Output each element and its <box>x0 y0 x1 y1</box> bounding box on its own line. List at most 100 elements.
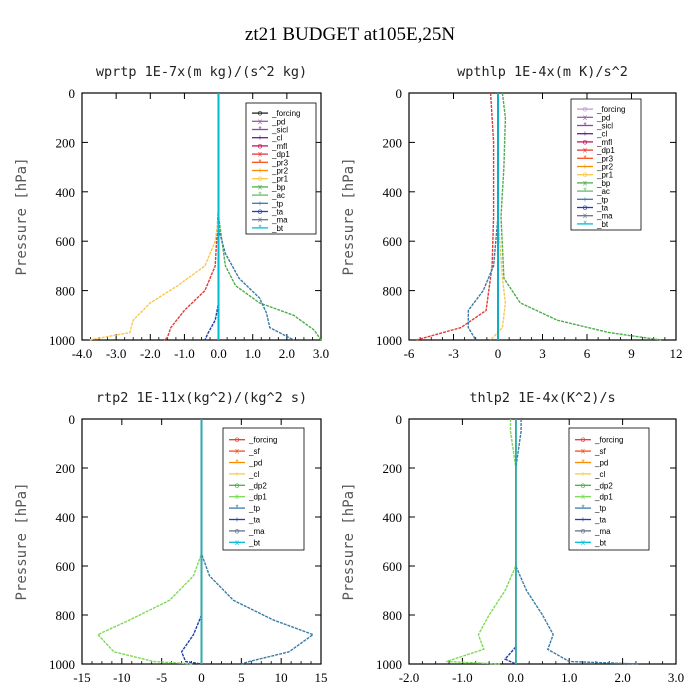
chart-panel-2: wpthlp 1E-4x(m K)/s^2 Pressure [hPa] -6 -3 0… <box>341 64 683 361</box>
legend-marker: x <box>581 447 585 456</box>
legend-marker: + <box>235 469 240 478</box>
x-tick-label: -3.0 <box>106 346 127 361</box>
legend-box <box>245 102 317 235</box>
legend-marker: x <box>583 146 587 155</box>
x-tick-label: 9 <box>628 346 635 361</box>
x-tick-label: 0 <box>495 346 502 361</box>
legend-label: _dp1 <box>596 146 615 155</box>
figure-title: zt21 BUDGET at105E,25N <box>245 24 455 45</box>
y-tick-label: 400 <box>383 185 403 200</box>
y-tick-label: 200 <box>383 461 403 476</box>
x-tick-label: 15 <box>315 670 328 685</box>
x-tick-label: 6 <box>584 346 591 361</box>
legend-marker: * <box>583 219 586 228</box>
legend-label: _forcing <box>271 109 300 118</box>
y-tick-label: 600 <box>383 234 403 249</box>
legend-marker: o <box>235 435 240 444</box>
legend-label: _dp1 <box>248 493 267 502</box>
y-tick-label: 1000 <box>49 333 75 348</box>
x-tick-label: -15 <box>73 670 90 685</box>
legend-marker: x <box>583 178 587 187</box>
x-tick-label: 3 <box>539 346 546 361</box>
y-tick-label: 600 <box>56 559 76 574</box>
x-tick-label: 0.0 <box>210 346 226 361</box>
legend-marker: o <box>258 109 263 118</box>
y-tick-label: 800 <box>56 608 76 623</box>
legend-label: _dp2 <box>594 481 613 490</box>
legend-label: _pr3 <box>271 158 289 167</box>
y-tick-label: 1000 <box>376 657 402 672</box>
legend-label: _sf <box>248 447 260 456</box>
legend-label: _bp <box>271 183 286 192</box>
legend-label: _ta <box>271 208 284 217</box>
y-axis-label: Pressure [hPa] <box>14 157 30 275</box>
y-axis-label: Pressure [hPa] <box>341 482 357 600</box>
legend-marker: * <box>235 504 238 513</box>
legend-marker: * <box>235 458 238 467</box>
legend-label: _forcing <box>594 436 623 445</box>
y-tick-label: 800 <box>383 608 403 623</box>
series-line-tp <box>217 93 295 341</box>
series-line-ta <box>180 419 203 665</box>
panel-title: thlp2 1E-4x(K^2)/s <box>469 390 615 406</box>
legend-marker: + <box>581 515 586 524</box>
legend-label: _sicl <box>596 122 613 131</box>
x-tick-label: 3.0 <box>668 670 684 685</box>
legend-label: _pd <box>596 113 610 122</box>
legend-label: _pd <box>271 117 285 126</box>
legend-marker: + <box>583 129 588 138</box>
legend-marker: o <box>258 207 263 216</box>
y-tick-label: 0 <box>69 86 76 101</box>
x-tick-label: 2.0 <box>279 346 295 361</box>
y-tick-label: 800 <box>383 284 403 299</box>
legend-label: _pd <box>248 459 262 468</box>
series-line-bp <box>500 92 662 341</box>
x-tick-label: 10 <box>275 670 288 685</box>
legend-label: _ma <box>271 216 288 225</box>
legend-label: _pr1 <box>596 171 614 180</box>
legend-marker: o <box>258 141 263 150</box>
legend-label: _cl <box>271 134 282 143</box>
legend-label: _mfl <box>271 142 287 151</box>
x-tick-label: -2.0 <box>399 670 420 685</box>
legend-label: _ac <box>596 187 610 196</box>
x-tick-label: -10 <box>113 670 130 685</box>
series-line-ta <box>204 93 220 341</box>
legend-label: _tp <box>271 199 284 208</box>
legend-label: _bp <box>596 179 611 188</box>
y-tick-label: 0 <box>396 86 403 101</box>
legend-label: _ac <box>271 191 285 200</box>
x-tick-label: 1.0 <box>245 346 261 361</box>
x-tick-label: -1.0 <box>452 670 473 685</box>
legend-marker: + <box>583 162 588 171</box>
legend-marker: * <box>258 125 261 134</box>
legend-marker: o <box>583 203 588 212</box>
legend-label: _ta <box>594 516 607 525</box>
y-tick-label: 400 <box>56 510 76 525</box>
legend-label: _bt <box>271 224 284 233</box>
legend-marker: + <box>258 199 263 208</box>
legend-marker: o <box>583 105 588 114</box>
x-tick-label: -1.0 <box>174 346 195 361</box>
y-tick-label: 0 <box>69 412 76 427</box>
x-tick-label: -2.0 <box>140 346 161 361</box>
legend-marker: + <box>235 515 240 524</box>
x-tick-label: 1.0 <box>561 670 577 685</box>
legend-box <box>570 98 642 231</box>
legend-marker: * <box>258 191 261 200</box>
y-tick-label: 1000 <box>49 657 75 672</box>
y-axis-label: Pressure [hPa] <box>14 482 30 600</box>
legend-marker: x <box>258 117 262 126</box>
legend-marker: * <box>581 458 584 467</box>
panel-title: rtp2 1E-11x(kg^2)/(kg^2 s) <box>96 390 307 406</box>
legend-marker: * <box>258 158 261 167</box>
legend-label: _bt <box>594 538 607 547</box>
y-tick-label: 200 <box>56 135 76 150</box>
chart-panel-3: rtp2 1E-11x(kg^2)/(kg^2 s) Pressure [hPa]… <box>14 390 328 685</box>
legend-marker: o <box>581 435 586 444</box>
legend-marker: x <box>583 211 587 220</box>
legend-label: _ta <box>248 516 261 525</box>
legend-label: _ma <box>596 212 613 221</box>
panel-title: wprtp 1E-7x(m kg)/(s^2 kg) <box>96 64 307 80</box>
legend-marker: + <box>581 469 586 478</box>
